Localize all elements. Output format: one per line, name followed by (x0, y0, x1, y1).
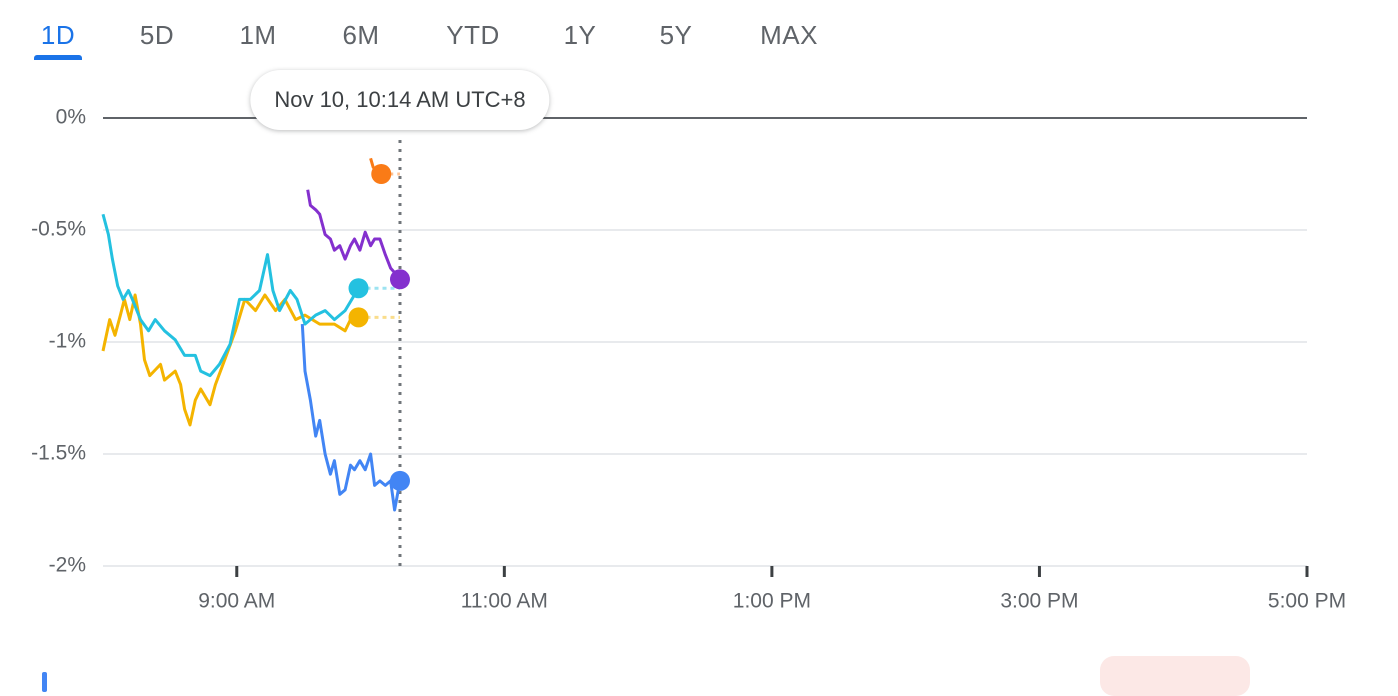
y-tick-label: -2% (49, 554, 86, 577)
end-dot (371, 164, 392, 184)
change-pill (1100, 656, 1250, 696)
series-line (101, 213, 360, 378)
x-tick-label: 5:00 PM (1268, 590, 1346, 613)
range-tab[interactable]: YTD (446, 20, 500, 50)
series-line (306, 189, 402, 281)
y-tick-label: -1% (49, 330, 86, 353)
x-tick-label: 3:00 PM (1000, 590, 1078, 613)
series-line (300, 324, 402, 512)
end-dot (348, 307, 369, 328)
range-tabs: 1D 5D 1M 6M YTD 1Y 5Y MAX (0, 0, 1398, 64)
range-tab[interactable]: 5D (139, 20, 175, 50)
legend-swatch (42, 672, 47, 692)
range-tab[interactable]: 5Y (659, 20, 693, 50)
y-tick-label: -1.5% (31, 442, 86, 465)
y-tick-label: 0% (56, 106, 86, 129)
x-tick-label: 1:00 PM (733, 590, 811, 613)
series-line (101, 293, 359, 427)
range-tab[interactable]: 1M (239, 20, 277, 50)
tab-underline (34, 55, 82, 60)
y-tick-label: -0.5% (31, 218, 86, 241)
range-tab[interactable]: 1Y (563, 20, 597, 50)
range-tab[interactable]: 1D (40, 20, 76, 50)
tooltip: Nov 10, 10:14 AM UTC+8 (250, 70, 550, 130)
x-tick-label: 9:00 AM (198, 590, 275, 613)
end-dot (348, 278, 369, 299)
chart: 0% -0.5% -1% -1.5% -2% 9:00 AM 11:00 AM 1:00 PM… (31, 106, 1346, 613)
end-dot (389, 269, 410, 290)
x-tick-label: 11:00 AM (461, 590, 548, 613)
end-dot (389, 470, 410, 491)
range-tab[interactable]: MAX (760, 20, 818, 50)
range-tab[interactable]: 6M (342, 20, 380, 50)
